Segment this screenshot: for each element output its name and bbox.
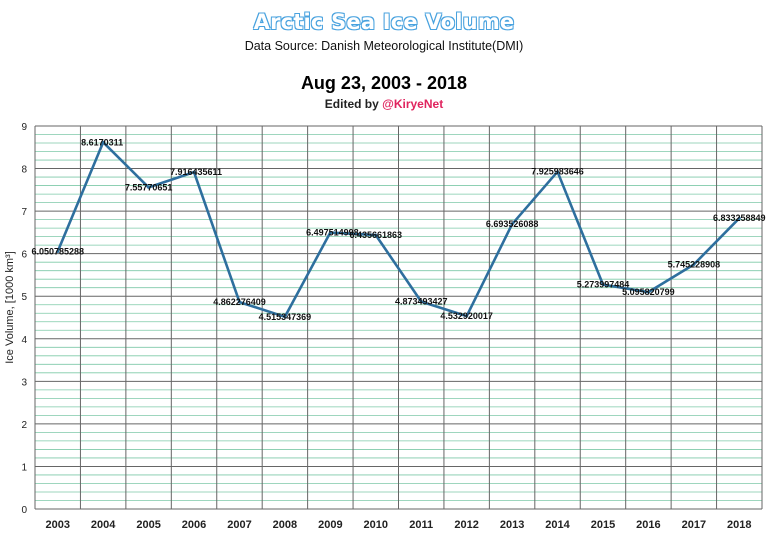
y-tick-label: 7 <box>21 207 27 218</box>
data-point <box>56 250 60 254</box>
x-tick-label: 2013 <box>500 519 524 531</box>
series-line <box>56 141 741 319</box>
data-label: 6.497514998 <box>306 227 359 237</box>
x-tick-label: 2016 <box>636 519 660 531</box>
x-tick-label: 2014 <box>545 519 570 531</box>
x-tick-label: 2003 <box>45 519 69 531</box>
x-tick-label: 2012 <box>454 519 478 531</box>
y-tick-label: 4 <box>21 335 27 346</box>
data-point <box>374 233 378 237</box>
y-tick-labels: 0 1 2 3 4 5 6 7 8 9 <box>21 122 27 516</box>
data-point <box>147 185 151 189</box>
data-point <box>101 140 105 144</box>
y-tick-label: 1 <box>21 462 27 473</box>
x-tick-label: 2005 <box>136 519 160 531</box>
x-tick-label: 2018 <box>727 519 751 531</box>
data-point <box>510 222 514 226</box>
data-point <box>646 290 650 294</box>
data-point <box>283 315 287 319</box>
data-label: 6.050785288 <box>31 247 84 257</box>
data-label: 5.273997484 <box>577 280 630 290</box>
series-line-group <box>56 140 741 319</box>
data-point <box>556 170 560 174</box>
x-tick-label: 2004 <box>91 519 116 531</box>
data-label: 4.873493427 <box>395 297 448 307</box>
edited-by: Edited by @KiryeNet <box>0 97 768 111</box>
data-label: 8.6170311 <box>81 137 123 147</box>
y-tick-label: 3 <box>21 377 27 388</box>
data-label: 6.833258849 <box>713 213 766 223</box>
data-label: 4.532920017 <box>440 311 493 321</box>
x-tick-label: 2010 <box>364 519 388 531</box>
data-label: 7.55770651 <box>125 182 173 192</box>
x-tick-label: 2007 <box>227 519 251 531</box>
data-label: 5.745228908 <box>668 260 721 270</box>
data-point <box>737 216 741 220</box>
x-tick-label: 2015 <box>591 519 615 531</box>
y-axis-label: Ice Volume, [1000 km³] <box>4 251 16 364</box>
data-label: 7.916435611 <box>170 167 222 177</box>
y-tick-label: 8 <box>21 165 27 176</box>
edited-handle: @KiryeNet <box>382 97 444 111</box>
x-tick-label: 2006 <box>182 519 206 531</box>
data-point <box>192 170 196 174</box>
data-point <box>465 314 469 318</box>
date-range: Aug 23, 2003 - 2018 <box>300 73 468 93</box>
y-tick-label: 5 <box>21 292 27 303</box>
data-point <box>419 300 423 304</box>
data-point <box>692 263 696 267</box>
y-tick-label: 2 <box>21 420 27 431</box>
edited-prefix: Edited by <box>324 97 383 111</box>
data-label: 4.515347369 <box>259 312 312 322</box>
data-label: 6.693526088 <box>486 219 539 229</box>
data-labels: 6.050785288 8.6170311 7.55770651 7.91643561… <box>31 137 765 322</box>
x-tick-label: 2011 <box>409 519 433 531</box>
data-label: 4.862276409 <box>213 297 266 307</box>
chart-title: Arctic Sea Ice Volume <box>253 10 515 34</box>
data-label: 6.435661863 <box>350 230 403 240</box>
data-source: Data Source: Danish Meteorological Insti… <box>244 39 524 53</box>
data-point <box>601 283 605 287</box>
y-tick-label: 0 <box>21 505 27 516</box>
data-label: 5.095820799 <box>622 287 675 297</box>
data-label: 7.925983646 <box>531 167 584 177</box>
x-tick-label: 2008 <box>273 519 297 531</box>
x-tick-label: 2009 <box>318 519 342 531</box>
data-point <box>328 230 332 234</box>
y-tick-label: 9 <box>21 122 27 133</box>
x-tick-labels: 2003 2004 2005 2006 2007 2008 2009 2010 2011 2012… <box>45 519 751 531</box>
major-gridlines <box>34 125 763 510</box>
x-tick-label: 2017 <box>682 519 706 531</box>
data-point <box>237 300 241 304</box>
y-tick-label: 6 <box>21 250 27 261</box>
